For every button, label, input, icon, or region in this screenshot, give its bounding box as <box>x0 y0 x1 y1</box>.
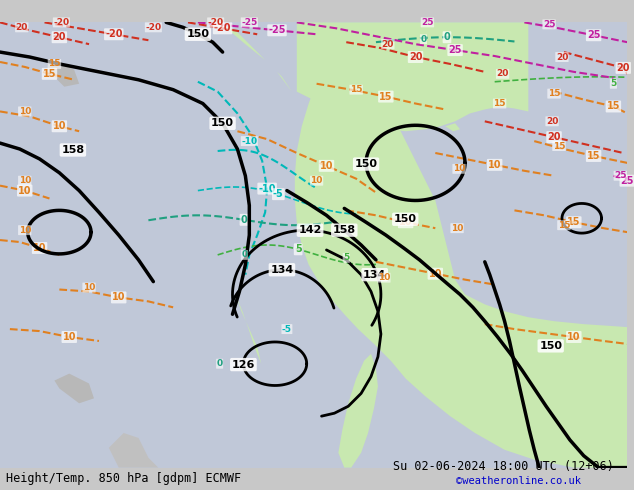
Text: 15: 15 <box>42 69 56 79</box>
Text: 15: 15 <box>587 151 600 161</box>
Text: 10: 10 <box>83 283 95 292</box>
Text: 20: 20 <box>409 52 422 62</box>
Text: -20: -20 <box>207 18 224 27</box>
Text: 20: 20 <box>616 63 630 73</box>
Text: Su 02-06-2024 18:00 UTC (12+06): Su 02-06-2024 18:00 UTC (12+06) <box>393 460 614 473</box>
Polygon shape <box>55 373 94 403</box>
Text: 15: 15 <box>379 92 392 101</box>
Text: 0: 0 <box>241 215 247 225</box>
Text: 158: 158 <box>61 145 84 155</box>
Text: -25: -25 <box>241 18 257 27</box>
Text: 150: 150 <box>186 29 209 39</box>
Text: 15: 15 <box>48 59 61 69</box>
Polygon shape <box>445 123 460 131</box>
Text: 10: 10 <box>320 161 333 171</box>
Text: 15: 15 <box>558 220 570 230</box>
Text: 25: 25 <box>421 18 434 27</box>
Text: ©weatheronline.co.uk: ©weatheronline.co.uk <box>456 476 581 486</box>
Text: 150: 150 <box>211 118 234 128</box>
Polygon shape <box>48 60 79 87</box>
Text: 0: 0 <box>242 250 247 259</box>
Polygon shape <box>297 23 528 131</box>
Text: 20: 20 <box>547 132 561 142</box>
Text: 10: 10 <box>567 332 581 342</box>
Text: -25: -25 <box>268 25 286 35</box>
Text: 10: 10 <box>378 273 390 282</box>
Text: -10: -10 <box>259 184 276 194</box>
Text: 25: 25 <box>621 176 634 186</box>
Text: 10: 10 <box>18 107 31 116</box>
Text: 150: 150 <box>539 341 562 351</box>
Text: 0: 0 <box>444 32 450 42</box>
Text: 0: 0 <box>420 35 427 44</box>
Text: 134: 134 <box>363 270 386 280</box>
Text: 150: 150 <box>394 214 417 224</box>
Text: 15: 15 <box>607 101 620 112</box>
Text: 10: 10 <box>53 122 66 131</box>
Text: 25: 25 <box>448 45 462 55</box>
Text: 10: 10 <box>429 269 442 279</box>
Text: 15: 15 <box>567 217 581 227</box>
Text: 10: 10 <box>18 226 31 235</box>
Polygon shape <box>235 294 261 364</box>
Text: 20: 20 <box>53 32 66 42</box>
Text: -10: -10 <box>242 137 257 146</box>
Text: 10: 10 <box>451 223 463 233</box>
Text: 20: 20 <box>556 52 568 62</box>
Text: 0: 0 <box>217 359 223 368</box>
Text: 15: 15 <box>350 85 363 94</box>
Text: -20: -20 <box>105 29 122 39</box>
Text: -5: -5 <box>282 324 292 334</box>
Text: -20: -20 <box>53 18 69 27</box>
Text: 10: 10 <box>33 243 46 253</box>
Text: -20: -20 <box>145 23 162 32</box>
Text: 126: 126 <box>231 360 255 369</box>
Text: 15: 15 <box>553 142 566 150</box>
Text: 25: 25 <box>614 171 626 180</box>
Text: 158: 158 <box>333 225 356 235</box>
Polygon shape <box>217 23 295 101</box>
Text: 5: 5 <box>295 245 302 254</box>
Text: 150: 150 <box>354 159 378 169</box>
Text: 20: 20 <box>546 117 559 126</box>
Text: 142: 142 <box>299 225 322 235</box>
Text: 10: 10 <box>453 164 465 173</box>
Text: 25: 25 <box>543 20 555 29</box>
Text: 15: 15 <box>548 89 560 98</box>
Polygon shape <box>109 433 158 467</box>
Text: 25: 25 <box>587 30 600 40</box>
Text: 5: 5 <box>343 253 349 262</box>
Polygon shape <box>339 354 378 467</box>
Text: 134: 134 <box>270 265 294 275</box>
Text: 10: 10 <box>488 160 501 170</box>
Text: Height/Temp. 850 hPa [gdpm] ECMWF: Height/Temp. 850 hPa [gdpm] ECMWF <box>6 472 242 485</box>
Text: 20: 20 <box>496 70 508 78</box>
Text: 10: 10 <box>399 217 412 227</box>
Text: -5: -5 <box>273 189 284 199</box>
Text: 20: 20 <box>382 40 394 49</box>
Text: 5: 5 <box>611 79 616 88</box>
Text: 10: 10 <box>63 332 76 342</box>
Polygon shape <box>295 23 627 467</box>
Text: 20: 20 <box>16 23 28 32</box>
Text: -20: -20 <box>214 24 231 33</box>
Text: 10: 10 <box>18 186 32 196</box>
Text: 10: 10 <box>311 176 323 185</box>
Text: 15: 15 <box>493 99 506 108</box>
Text: 10: 10 <box>18 176 31 185</box>
Text: 10: 10 <box>112 293 126 302</box>
